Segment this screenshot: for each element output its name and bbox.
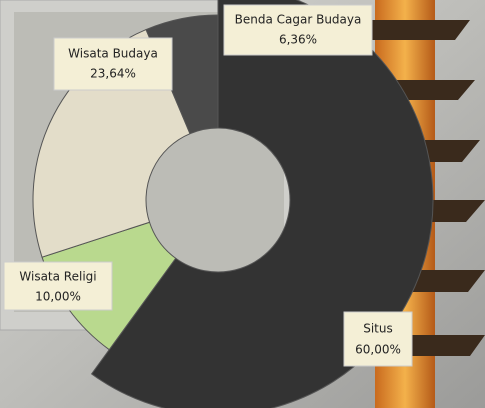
category-label: Situs [363, 322, 393, 336]
donut-slice [90, 0, 434, 408]
label-benda: Benda Cagar Budaya 6,36% [223, 4, 373, 56]
value-label: 10,00% [35, 290, 81, 304]
category-label: Wisata Religi [19, 270, 96, 284]
value-label: 23,64% [90, 67, 136, 81]
value-label: 60,00% [355, 343, 401, 357]
value-label: 6,36% [279, 33, 317, 47]
category-label: Benda Cagar Budaya [235, 13, 362, 27]
label-religi: Wisata Religi 10,00% [3, 261, 113, 311]
label-situs: Situs 60,00% [343, 311, 413, 367]
category-label: Wisata Budaya [68, 47, 158, 61]
label-budaya: Wisata Budaya 23,64% [53, 37, 173, 91]
